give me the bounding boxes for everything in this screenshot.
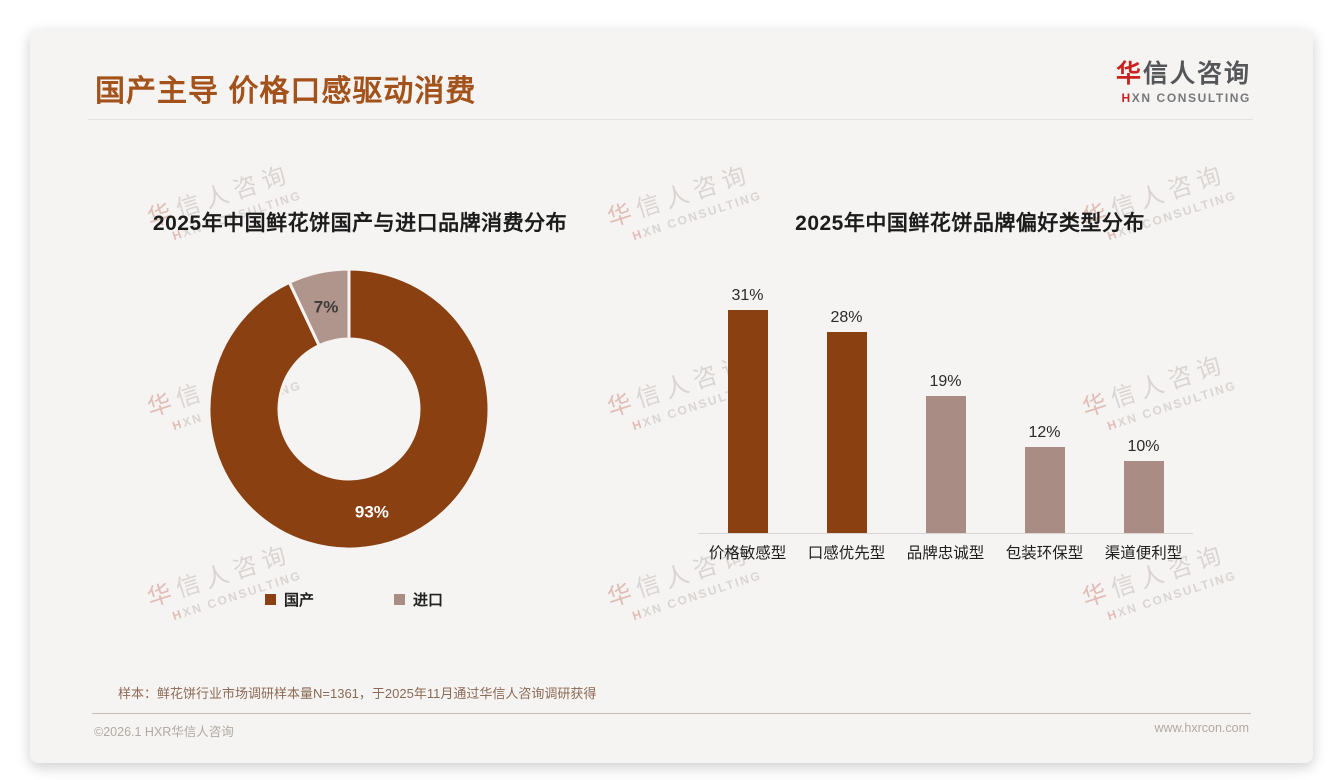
bar-column: 19% [896,286,995,533]
bar-value-label: 31% [731,287,764,304]
slide-card: 华信人咨询 HXN CONSULTING 华信人咨询 HXN CONSULTING 华信… [30,30,1313,763]
bar [826,332,867,533]
bar-value-label: 19% [929,373,962,390]
donut-svg: 93% 7% [207,267,491,551]
bar [925,396,966,533]
bar-value-label: 28% [830,309,863,326]
legend-item: 国产 [264,589,314,610]
legend-swatch [394,594,405,605]
bar-column: 12% [995,286,1094,533]
logo-name-accent: 华 [1115,60,1143,88]
legend-item: 进口 [394,589,443,610]
bar-value-label: 12% [1028,424,1061,441]
bar-category-label: 渠道便利型 [1104,545,1183,562]
bar-category-label: 价格敏感型 [708,545,787,562]
logo-subtitle: HXN CONSULTING [1116,91,1251,105]
donut-value-label: 93% [355,502,389,521]
bar-category-label: 品牌忠诚型 [906,545,985,562]
bar [1123,461,1164,533]
bar [1024,447,1065,533]
bar-chart: 31% 28% 19% 12% 10% [698,286,1193,533]
bar-column: 10% [1094,286,1193,533]
bar-chart-title: 2025年中国鲜花饼品牌偏好类型分布 [795,212,1145,235]
bar-category-label: 口感优先型 [807,545,886,562]
bar-column: 28% [797,286,896,533]
donut-slice [207,267,491,551]
legend-swatch [264,594,276,605]
donut-chart: 93% 7% [199,259,499,559]
legend-label: 国产 [283,592,314,609]
page-title: 国产主导 价格口感驱动消费 [95,75,477,108]
footer-divider [92,713,1251,714]
bar-category-labels: 价格敏感型 口感优先型 品牌忠诚型 包装环保型 渠道便利型 [698,541,1193,563]
bar-chart-axis [698,533,1193,534]
donut-value-label: 7% [314,298,339,317]
donut-chart-title: 2025年中国鲜花饼国产与进口品牌消费分布 [152,212,568,235]
header-divider [88,119,1253,120]
sample-footnote: 样本：鲜花饼行业市场调研样本量N=1361，于2025年11月通过华信人咨询调研… [118,686,597,701]
logo-name: 华信人咨询 [1116,54,1251,90]
donut-slice [287,267,351,348]
bar-category-label: 包装环保型 [1005,545,1084,562]
bar [727,310,768,533]
logo-name-rest: 信人咨询 [1142,60,1251,88]
bar-column: 31% [698,286,797,533]
legend-label: 进口 [413,592,444,609]
company-logo: 华信人咨询 HXN CONSULTING [1116,54,1251,105]
website-text: www.hxrcon.com [1154,721,1249,735]
bar-value-label: 10% [1127,438,1160,455]
donut-legend: 国产 进口 [99,589,609,610]
logo-sub-rest: XN CONSULTING [1131,91,1251,105]
logo-sub-accent: H [1121,91,1132,105]
copyright-text: ©2026.1 HXR华信人咨询 [94,725,234,739]
